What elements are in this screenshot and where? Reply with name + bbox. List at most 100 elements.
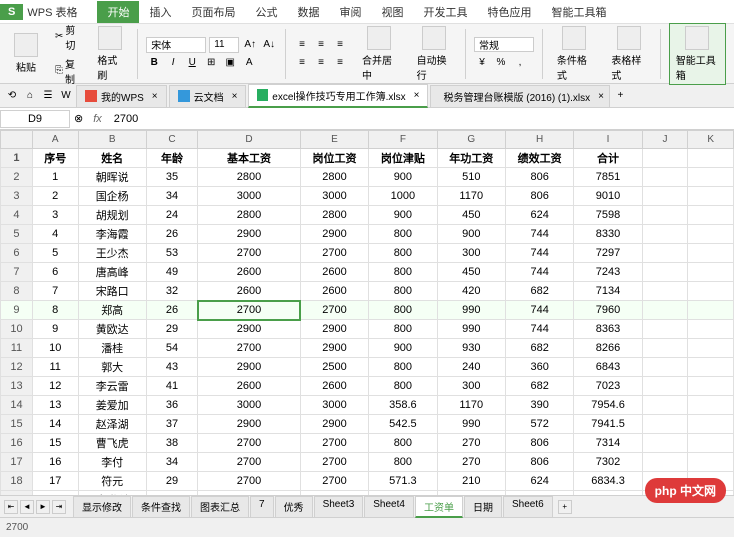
sheet-tab-6[interactable]: Sheet4 — [364, 496, 414, 518]
cell[interactable] — [688, 225, 734, 244]
cell[interactable]: 240 — [437, 358, 505, 377]
cell[interactable]: 1000 — [369, 187, 437, 206]
cell[interactable]: 300 — [437, 244, 505, 263]
toolbar-icon-3[interactable]: W — [58, 88, 74, 104]
formula-input[interactable] — [108, 111, 734, 127]
col-header-F[interactable]: F — [369, 131, 437, 149]
cell[interactable]: 2900 — [198, 320, 301, 339]
cell[interactable]: 7 — [32, 282, 78, 301]
cell[interactable]: 450 — [437, 263, 505, 282]
cell[interactable]: 450 — [437, 206, 505, 225]
cell[interactable] — [642, 415, 688, 434]
underline-icon[interactable]: U — [184, 55, 200, 71]
row-header-19[interactable]: 19 — [1, 491, 33, 496]
header-cell[interactable]: 合计 — [574, 149, 642, 168]
cell[interactable]: 990 — [437, 415, 505, 434]
cell[interactable]: 806 — [505, 453, 573, 472]
menu-tab-2[interactable]: 页面布局 — [181, 1, 245, 23]
cell[interactable]: 682 — [505, 282, 573, 301]
cell[interactable]: 7960 — [574, 301, 642, 320]
cell[interactable] — [642, 187, 688, 206]
number-format-select[interactable] — [474, 37, 534, 52]
header-cell[interactable] — [642, 149, 688, 168]
cell[interactable]: 37 — [146, 415, 197, 434]
percent-icon[interactable]: % — [493, 54, 509, 70]
border-icon[interactable]: ⊞ — [203, 55, 219, 71]
fill-color-icon[interactable]: ▣ — [222, 55, 238, 71]
cell[interactable]: 358.6 — [369, 396, 437, 415]
cell[interactable]: 2900 — [198, 415, 301, 434]
doc-tab-3[interactable]: 税务管理台账模版 (2016) (1).xlsx× — [430, 85, 610, 107]
cell[interactable]: 2700 — [300, 244, 368, 263]
cell[interactable]: 800 — [369, 434, 437, 453]
cell[interactable]: 800 — [369, 263, 437, 282]
col-header-C[interactable]: C — [146, 131, 197, 149]
header-cell[interactable]: 岗位津贴 — [369, 149, 437, 168]
cell[interactable]: 390 — [505, 396, 573, 415]
cell[interactable]: 542.5 — [369, 415, 437, 434]
cell[interactable]: 806 — [505, 187, 573, 206]
cell[interactable]: 800 — [369, 225, 437, 244]
comma-icon[interactable]: , — [512, 54, 528, 70]
header-cell[interactable] — [688, 149, 734, 168]
cell[interactable]: 2700 — [300, 491, 368, 496]
cell[interactable]: 8363 — [574, 320, 642, 339]
cell[interactable]: 2800 — [198, 206, 301, 225]
align-bottom-icon[interactable]: ≡ — [332, 37, 348, 53]
cell[interactable]: 14 — [32, 415, 78, 434]
cell[interactable] — [642, 434, 688, 453]
bold-icon[interactable]: B — [146, 55, 162, 71]
sheet-tab-3[interactable]: 7 — [250, 496, 274, 518]
sheet-nav-next[interactable]: ► — [36, 500, 50, 514]
header-cell[interactable]: 岗位工资 — [300, 149, 368, 168]
toolbar-icon-2[interactable]: ☰ — [40, 88, 56, 104]
doc-tab-0[interactable]: 我的WPS× — [76, 85, 167, 107]
cell[interactable]: 8 — [32, 301, 78, 320]
copy-button[interactable]: ⎘复制 — [52, 55, 83, 87]
cell[interactable]: 43 — [146, 358, 197, 377]
menu-tab-4[interactable]: 数据 — [287, 1, 329, 23]
cell[interactable]: 900 — [369, 339, 437, 358]
cell[interactable]: 唐高峰 — [78, 263, 146, 282]
cell[interactable] — [688, 206, 734, 225]
cell[interactable]: 744 — [505, 491, 573, 496]
sheet-nav-first[interactable]: ⇤ — [4, 500, 18, 514]
cell[interactable]: 744 — [505, 320, 573, 339]
header-cell[interactable]: 序号 — [32, 149, 78, 168]
cell[interactable]: 930 — [437, 339, 505, 358]
col-header-H[interactable]: H — [505, 131, 573, 149]
cell[interactable]: 12 — [32, 377, 78, 396]
cell[interactable]: 3000 — [300, 187, 368, 206]
cell[interactable]: 900 — [369, 168, 437, 187]
cell[interactable] — [642, 206, 688, 225]
cell[interactable]: 270 — [437, 453, 505, 472]
sheet-tab-1[interactable]: 条件查找 — [132, 496, 190, 518]
cell[interactable]: 曹飞虎 — [78, 434, 146, 453]
cell[interactable]: 2600 — [198, 377, 301, 396]
cell[interactable]: 符元 — [78, 472, 146, 491]
italic-icon[interactable]: I — [165, 55, 181, 71]
cell[interactable]: 7954.6 — [574, 396, 642, 415]
cell[interactable]: 姜爱加 — [78, 396, 146, 415]
cell[interactable] — [642, 301, 688, 320]
sheet-tab-7[interactable]: 工资单 — [415, 496, 463, 518]
cell[interactable]: 7598 — [574, 206, 642, 225]
cell[interactable]: 朝晖说 — [78, 168, 146, 187]
cell[interactable]: 4 — [32, 225, 78, 244]
cell[interactable]: 2900 — [198, 225, 301, 244]
font-size-select[interactable] — [209, 37, 239, 53]
cell[interactable] — [642, 320, 688, 339]
cell[interactable] — [642, 358, 688, 377]
cell[interactable]: 800 — [369, 282, 437, 301]
cell[interactable]: 210 — [437, 472, 505, 491]
smart-toolbox-button[interactable]: 智能工具箱 — [669, 23, 726, 85]
cell[interactable] — [688, 415, 734, 434]
align-middle-icon[interactable]: ≡ — [313, 37, 329, 53]
cell[interactable]: 744 — [505, 301, 573, 320]
cell[interactable] — [642, 282, 688, 301]
menu-tab-1[interactable]: 插入 — [139, 1, 181, 23]
cell[interactable]: 2 — [32, 187, 78, 206]
close-icon[interactable]: × — [232, 91, 238, 102]
cond-format-button[interactable]: 条件格式 — [551, 24, 598, 84]
col-header-J[interactable]: J — [642, 131, 688, 149]
